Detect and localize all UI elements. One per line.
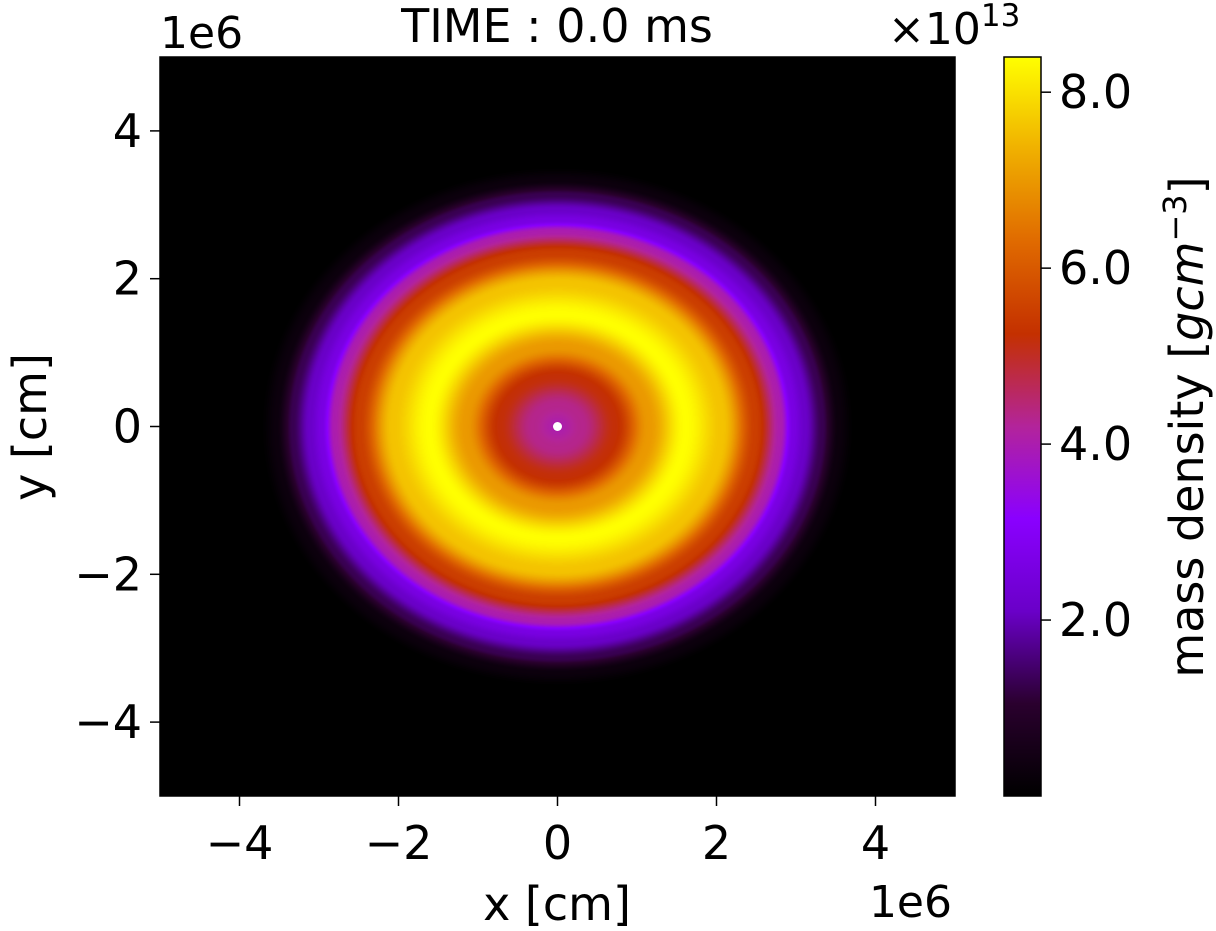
colorbar: 2.0 4.0 6.0 8.0 ×1013 mass density [gcm−3] [888,0,1214,797]
colorbar-multiplier-exponent: 13 [981,0,1020,34]
colorbar-gradient [1004,57,1041,796]
x-axis-label: x [cm] [483,877,631,931]
heatmap-area [159,56,956,797]
colorbar-label-text: mass density [ [1160,341,1214,678]
x-tick-label: 2 [702,816,731,870]
chart-title: TIME : 0.0 ms [400,0,713,53]
colorbar-multiplier-prefix: ×10 [888,4,981,55]
colorbar-frame [1003,56,1042,797]
colorbar-label-close: ] [1160,176,1214,194]
colorbar-tick-label: 8.0 [1059,65,1132,119]
colorbar-multiplier: ×1013 [888,0,1020,55]
colorbar-tick-label: 2.0 [1059,593,1132,647]
y-axis: −4 −2 0 2 4 [74,104,160,749]
x-tick-label: −2 [365,816,433,870]
y-axis-label: y [cm] [3,353,57,501]
colorbar-tick-label: 4.0 [1059,417,1132,471]
center-point-marker [553,422,562,431]
y-offset-text: 1e6 [160,8,243,59]
colorbar-label-math: gcm [1160,242,1214,341]
y-tick-label: 4 [113,104,142,158]
y-tick-label: −2 [74,547,142,601]
colorbar-label: mass density [gcm−3] [1156,176,1214,677]
colorbar-tick-label: 6.0 [1059,241,1132,295]
y-tick-label: 0 [113,400,142,454]
x-tick-label: −4 [206,816,274,870]
colorbar-ticks: 2.0 4.0 6.0 8.0 [1041,65,1132,647]
colorbar-label-exponent: −3 [1156,194,1194,241]
x-offset-text: 1e6 [869,877,952,928]
y-tick-label: −4 [74,695,142,749]
y-tick-label: 2 [113,252,142,306]
x-tick-label: 0 [543,816,572,870]
x-tick-label: 4 [861,816,890,870]
x-axis: −4 −2 0 2 4 [206,796,890,870]
